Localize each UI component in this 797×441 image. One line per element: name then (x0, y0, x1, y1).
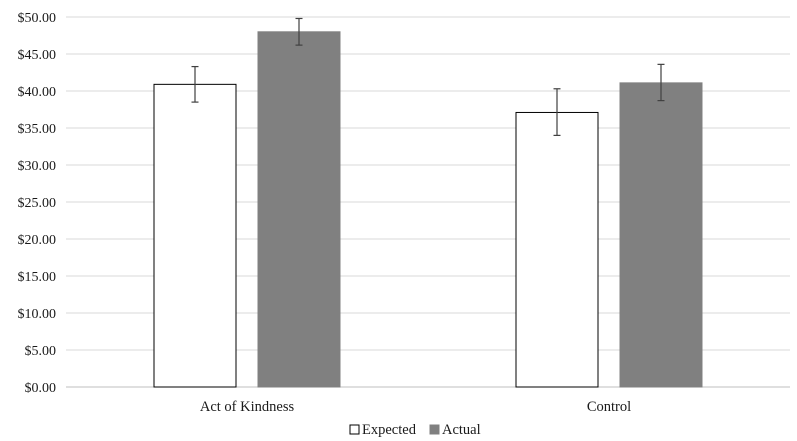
error-bar-actual (657, 63, 665, 102)
y-tick-label: $25.00 (18, 196, 57, 211)
y-tick-label: $45.00 (18, 48, 57, 63)
x-axis-category-labels: Act of Kindness Control (200, 399, 631, 415)
y-tick-label: $30.00 (18, 159, 57, 174)
legend-label-actual: Actual (442, 422, 481, 438)
bar-actual (619, 82, 703, 388)
error-bar-expected (191, 65, 199, 103)
y-tick-label: $10.00 (18, 307, 57, 322)
y-axis-tick-labels: $0.00 $5.00 $10.00 $15.00 $20.00 $25.00 $30.00… (18, 11, 57, 396)
x-category-label: Act of Kindness (200, 399, 295, 415)
legend-item-actual: Actual (429, 422, 481, 438)
bar-expected (153, 83, 237, 388)
y-tick-label: $0.00 (25, 381, 57, 396)
x-category-label: Control (587, 399, 631, 415)
y-tick-label: $15.00 (18, 270, 57, 285)
legend-swatch-expected (349, 424, 360, 435)
y-tick-label: $20.00 (18, 233, 57, 248)
legend: Expected Actual (349, 422, 481, 438)
error-bar-expected (553, 88, 561, 136)
bar-expected (515, 111, 599, 388)
error-bar-actual (295, 17, 303, 46)
legend-item-expected: Expected (349, 422, 417, 438)
y-tick-label: $50.00 (18, 11, 57, 26)
y-tick-label: $5.00 (25, 344, 57, 359)
error-bars (191, 17, 665, 136)
legend-swatch-actual (429, 424, 440, 435)
bars (153, 31, 703, 388)
y-tick-label: $35.00 (18, 122, 57, 137)
y-tick-label: $40.00 (18, 85, 57, 100)
legend-label-expected: Expected (362, 422, 417, 438)
bar-actual (257, 31, 341, 388)
